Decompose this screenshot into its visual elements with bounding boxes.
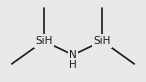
- Text: H: H: [69, 60, 77, 70]
- Text: N: N: [69, 50, 77, 60]
- Text: SiH: SiH: [93, 36, 111, 46]
- Text: SiH: SiH: [35, 36, 53, 46]
